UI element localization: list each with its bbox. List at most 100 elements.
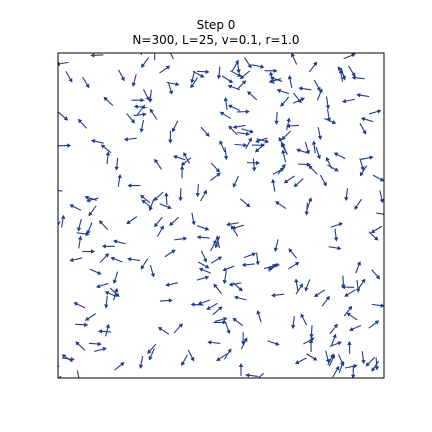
arrow-head <box>243 337 248 342</box>
arrow-shaft <box>257 372 264 378</box>
arrow-shaft <box>113 258 123 263</box>
arrow-shaft <box>343 307 351 317</box>
arrow-head <box>206 305 211 310</box>
arrow-shaft <box>343 54 353 60</box>
particle-arrow <box>288 248 298 259</box>
arrow-shaft <box>361 351 365 362</box>
arrow-head <box>296 148 301 153</box>
particle-arrow <box>228 282 242 287</box>
arrow-shaft <box>257 312 262 323</box>
particle-arrow <box>280 96 290 107</box>
arrow-head <box>355 288 361 293</box>
arrow-shaft <box>101 330 112 333</box>
arrow-shaft <box>240 198 249 206</box>
particle-arrow <box>233 295 247 301</box>
arrow-shaft <box>332 368 339 378</box>
arrow-head <box>325 295 330 301</box>
particle-arrow <box>227 84 241 91</box>
particle-arrow <box>207 340 221 345</box>
arrow-shaft <box>263 265 274 270</box>
arrow-shaft <box>295 281 299 292</box>
arrow-head <box>191 221 196 226</box>
arrow-head <box>196 235 201 240</box>
arrow-head <box>154 158 159 164</box>
arrow-shaft <box>133 113 144 117</box>
arrow-head <box>298 86 303 91</box>
particle-arrow <box>245 137 252 150</box>
arrow-shaft <box>148 343 157 352</box>
arrow-shaft <box>199 236 210 239</box>
particle-arrow <box>159 65 171 74</box>
arrow-head <box>273 247 279 252</box>
arrow-shaft <box>230 85 241 91</box>
arrow-shaft <box>113 290 117 301</box>
particle-arrow <box>315 146 321 160</box>
arrow-shaft <box>368 231 377 239</box>
arrow-shaft <box>230 105 240 111</box>
arrow-head <box>268 79 274 84</box>
arrow-head <box>361 278 366 284</box>
arrow-head <box>293 182 299 188</box>
arrow-head <box>240 341 246 346</box>
arrow-head <box>333 237 339 242</box>
arrow-shaft <box>126 113 134 122</box>
arrow-shaft <box>89 268 100 274</box>
particle-arrow <box>154 158 163 170</box>
arrow-head <box>375 274 381 280</box>
particle-arrow <box>311 140 317 154</box>
arrow-shaft <box>183 157 192 165</box>
arrow-head <box>300 97 305 102</box>
particle-arrow <box>371 303 384 308</box>
arrow-head <box>281 149 286 154</box>
arrow-head <box>117 173 122 179</box>
arrow-head <box>304 287 309 292</box>
chart-title: Step 0 <box>196 18 236 32</box>
arrow-head <box>347 340 352 345</box>
particle-arrow <box>321 295 330 307</box>
arrow-head <box>331 354 336 359</box>
particle-arrow <box>82 249 96 254</box>
particle-arrow <box>306 353 318 361</box>
particle-arrow <box>251 158 257 172</box>
arrow-head <box>370 229 376 234</box>
arrow-shaft <box>187 349 194 359</box>
arrow-shaft <box>292 55 298 65</box>
particle-arrow <box>355 279 361 293</box>
arrow-shaft <box>109 287 118 296</box>
arrow-head <box>140 98 145 103</box>
arrow-head <box>285 123 291 129</box>
arrow-head <box>148 206 153 212</box>
arrow-shaft <box>196 225 207 230</box>
arrow-head <box>68 78 73 83</box>
arrow-head <box>120 362 125 367</box>
arrow-head <box>61 354 67 359</box>
particle-arrow <box>65 71 73 83</box>
particle-arrow <box>212 306 223 316</box>
arrow-shaft <box>220 142 226 153</box>
arrow-shaft <box>356 279 359 290</box>
arrow-shaft <box>76 303 86 309</box>
arrow-head <box>241 80 247 85</box>
particle-arrow <box>274 111 279 125</box>
arrow-head <box>85 83 90 89</box>
arrow-shaft <box>77 343 86 351</box>
arrow-head <box>223 316 228 322</box>
arrow-shaft <box>252 158 255 169</box>
particle-arrow <box>325 350 331 364</box>
particle-arrow <box>183 152 190 164</box>
particle-arrow <box>338 68 344 82</box>
particle-arrow <box>200 189 207 202</box>
arrow-head <box>238 363 244 368</box>
arrow-head <box>232 317 237 322</box>
particle-arrow <box>104 295 109 309</box>
particle-arrow <box>148 348 155 361</box>
particle-arrow <box>69 257 83 263</box>
arrow-head <box>203 189 207 195</box>
particle-arrow <box>319 174 327 187</box>
particle-arrow <box>90 139 104 144</box>
arrow-head <box>236 69 241 74</box>
particle-arrow <box>325 156 333 169</box>
arrow-shaft <box>164 250 174 258</box>
arrow-head <box>90 53 95 58</box>
